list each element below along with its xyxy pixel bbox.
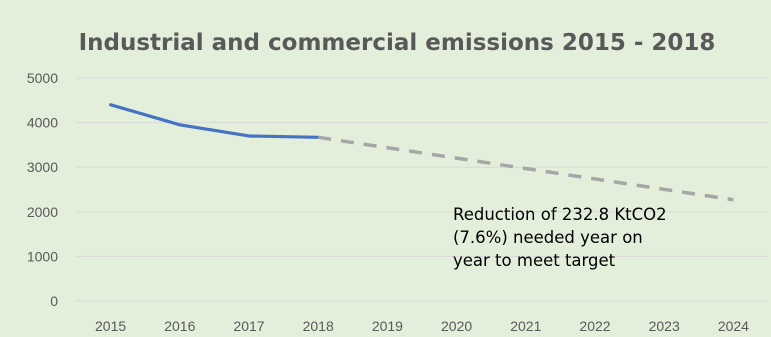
x-tick-label: 2017: [233, 318, 264, 334]
y-tick-label: 0: [50, 293, 58, 309]
x-tick-label: 2019: [372, 318, 403, 334]
x-tick-label: 2018: [303, 318, 334, 334]
gridlines: [76, 77, 768, 302]
y-tick-label: 5000: [27, 70, 58, 86]
chart-title: Industrial and commercial emissions 2015…: [79, 30, 716, 56]
y-axis-ticks: 0 1000 2000 3000 4000 5000: [27, 70, 58, 309]
annotation-line-1: Reduction of 232.8 KtCO2: [453, 205, 667, 224]
x-tick-label: 2024: [718, 318, 749, 334]
projected-trend-line: [317, 135, 734, 202]
x-tick-label: 2016: [164, 318, 195, 334]
actual-emissions-line: [108, 103, 320, 139]
y-tick-label: 3000: [27, 159, 58, 175]
x-tick-label: 2015: [95, 318, 126, 334]
y-tick-label: 4000: [27, 115, 58, 131]
annotation-line-3: year to meet target: [453, 251, 616, 270]
x-tick-label: 2021: [510, 318, 541, 334]
annotation-line-2: (7.6%) needed year on: [453, 228, 643, 247]
y-tick-label: 1000: [27, 248, 58, 264]
series: [108, 103, 734, 202]
x-tick-label: 2022: [579, 318, 610, 334]
x-axis-ticks: 2015 2016 2017 2018 2019 2020 2021 2022 2023 2024: [95, 318, 749, 334]
x-tick-label: 2020: [441, 318, 472, 334]
x-tick-label: 2023: [649, 318, 680, 334]
reduction-annotation: Reduction of 232.8 KtCO2 (7.6%) needed y…: [453, 203, 753, 272]
y-tick-label: 2000: [27, 204, 58, 220]
